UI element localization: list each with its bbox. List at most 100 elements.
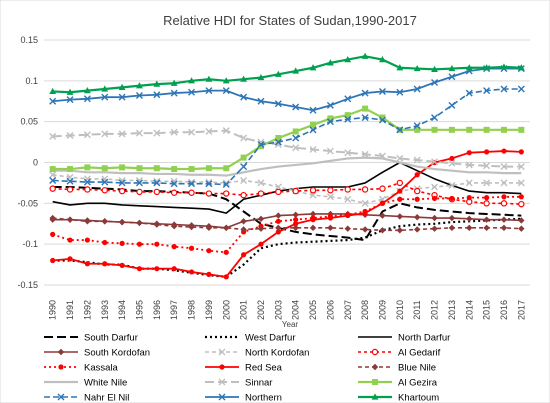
data-point bbox=[66, 96, 74, 104]
data-point bbox=[396, 64, 404, 71]
data-point bbox=[205, 87, 213, 95]
data-point bbox=[396, 126, 404, 134]
legend-marker bbox=[218, 393, 226, 401]
data-point bbox=[136, 82, 143, 89]
data-point bbox=[448, 224, 456, 232]
data-point bbox=[257, 141, 265, 149]
data-point bbox=[66, 88, 74, 95]
series-line-nahr-el-nil bbox=[52, 88, 522, 186]
legend-label: Red Sea bbox=[245, 363, 283, 374]
legend-marker bbox=[218, 378, 226, 386]
data-point bbox=[205, 224, 213, 232]
data-point bbox=[119, 240, 125, 246]
legend-label: North Darfur bbox=[398, 333, 450, 344]
x-tick-label: 2001 bbox=[239, 300, 249, 320]
legend-item-south-darfur: South Darfur bbox=[44, 333, 138, 344]
data-point bbox=[500, 63, 508, 70]
series-white-nile bbox=[52, 156, 522, 177]
data-point bbox=[431, 214, 438, 222]
data-point bbox=[379, 114, 386, 121]
data-point bbox=[84, 186, 91, 193]
data-point bbox=[170, 89, 178, 97]
data-point bbox=[275, 188, 282, 196]
data-point bbox=[206, 271, 212, 277]
series-nahr-el-nil bbox=[49, 85, 525, 189]
legend-label: Kassala bbox=[84, 363, 119, 374]
data-point bbox=[483, 200, 490, 207]
data-point bbox=[293, 221, 299, 227]
data-point bbox=[136, 266, 143, 272]
data-point bbox=[136, 219, 143, 227]
data-point bbox=[240, 218, 247, 225]
x-tick-label: 2016 bbox=[499, 300, 509, 320]
data-point bbox=[518, 194, 524, 200]
data-point bbox=[327, 187, 334, 194]
data-point bbox=[84, 164, 91, 171]
data-point bbox=[327, 215, 333, 221]
chart-title: Relative HDI for States of Sudan,1990-20… bbox=[163, 13, 417, 28]
data-point bbox=[118, 83, 126, 90]
data-point bbox=[431, 78, 439, 86]
data-point bbox=[413, 187, 421, 195]
data-point bbox=[101, 187, 108, 194]
data-point bbox=[326, 118, 334, 126]
data-point bbox=[153, 188, 161, 196]
x-tick-label: 1997 bbox=[169, 300, 179, 320]
data-point bbox=[448, 73, 456, 81]
data-point bbox=[431, 183, 439, 191]
legend-label: White Nile bbox=[84, 378, 127, 389]
data-point bbox=[465, 64, 473, 71]
data-point bbox=[466, 224, 473, 232]
data-point bbox=[170, 79, 178, 86]
x-tick-label: 2006 bbox=[325, 300, 335, 320]
data-point bbox=[309, 126, 317, 134]
data-point bbox=[136, 188, 143, 196]
data-point bbox=[50, 231, 56, 237]
data-point bbox=[171, 266, 177, 272]
data-point bbox=[326, 147, 334, 155]
data-point bbox=[309, 224, 317, 232]
data-point bbox=[518, 217, 525, 224]
data-point bbox=[83, 178, 91, 186]
data-point bbox=[396, 88, 404, 96]
data-point bbox=[67, 256, 73, 262]
x-tick-label: 2011 bbox=[412, 300, 422, 319]
data-point bbox=[84, 237, 90, 243]
data-point bbox=[188, 180, 196, 188]
data-point bbox=[154, 266, 160, 272]
data-point bbox=[378, 116, 386, 124]
x-tick-label: 2002 bbox=[256, 300, 266, 320]
legend-item-nahr-el-nil: Nahr El Nil bbox=[44, 393, 129, 403]
data-point bbox=[102, 261, 108, 267]
x-tick-label: 1996 bbox=[152, 300, 162, 320]
data-point bbox=[153, 221, 161, 228]
legend-item-white-nile: White Nile bbox=[44, 378, 127, 389]
data-point bbox=[206, 248, 212, 254]
data-point bbox=[153, 165, 160, 172]
data-point bbox=[500, 216, 508, 223]
data-point bbox=[396, 227, 404, 234]
data-point bbox=[257, 143, 264, 150]
data-point bbox=[49, 176, 57, 184]
data-point bbox=[205, 127, 213, 135]
y-tick-label: 0.05 bbox=[20, 117, 38, 127]
data-point bbox=[431, 158, 439, 166]
legend-marker bbox=[57, 393, 65, 401]
legend-item-kassala: Kassala bbox=[44, 363, 119, 374]
data-point bbox=[188, 166, 195, 173]
data-point bbox=[257, 215, 265, 223]
legend-marker bbox=[58, 364, 64, 370]
series-khartoum bbox=[49, 52, 525, 95]
data-point bbox=[500, 163, 508, 171]
data-point bbox=[361, 226, 369, 233]
data-point bbox=[518, 200, 525, 208]
data-point bbox=[205, 75, 213, 82]
legend-item-blue-nile: Blue Nile bbox=[358, 363, 436, 374]
data-point bbox=[361, 52, 369, 59]
legend-label: Northern bbox=[245, 393, 282, 403]
data-point bbox=[83, 95, 91, 103]
data-point bbox=[466, 195, 472, 201]
y-axis: -0.15 -0.1 -0.05 0 0.05 0.1 0.15 bbox=[17, 35, 38, 290]
data-point bbox=[240, 176, 248, 184]
data-point bbox=[275, 229, 281, 235]
